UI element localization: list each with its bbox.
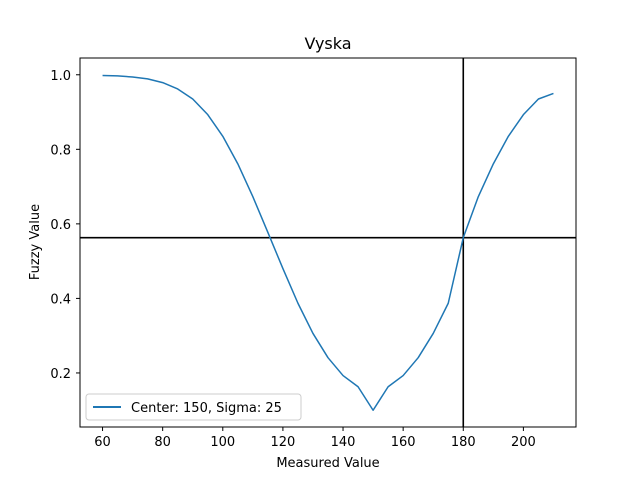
x-tick-label: 120 xyxy=(270,435,295,450)
x-tick-label: 100 xyxy=(210,435,235,450)
x-tick-label: 180 xyxy=(451,435,476,450)
x-tick-label: 140 xyxy=(331,435,356,450)
y-tick-label: 1.0 xyxy=(50,69,71,84)
x-tick-label: 200 xyxy=(511,435,536,450)
y-axis-ticks: 0.2 0.4 0.6 0.8 1.0 xyxy=(50,69,80,382)
legend-label: Center: 150, Sigma: 25 xyxy=(131,401,282,416)
legend-box xyxy=(85,393,302,421)
x-axis-title: Measured Value xyxy=(276,456,379,471)
reference-lines xyxy=(80,58,576,427)
y-axis-title: Fuzzy Value xyxy=(28,204,43,280)
series-lines xyxy=(102,74,554,411)
legend: Center: 150, Sigma: 25 xyxy=(85,393,302,421)
plot-frame xyxy=(79,57,577,428)
chart-title: Vyska xyxy=(304,34,351,53)
series-line-0 xyxy=(102,74,554,411)
y-tick-label: 0.4 xyxy=(50,292,71,307)
x-axis-ticks: 60 80 100 120 140 160 180 200 xyxy=(94,427,536,450)
y-tick-label: 0.2 xyxy=(50,367,71,382)
y-tick-label: 0.6 xyxy=(50,218,71,233)
y-tick-label: 0.8 xyxy=(50,143,71,158)
x-tick-label: 60 xyxy=(94,435,111,450)
x-tick-label: 160 xyxy=(391,435,416,450)
x-tick-label: 80 xyxy=(154,435,171,450)
